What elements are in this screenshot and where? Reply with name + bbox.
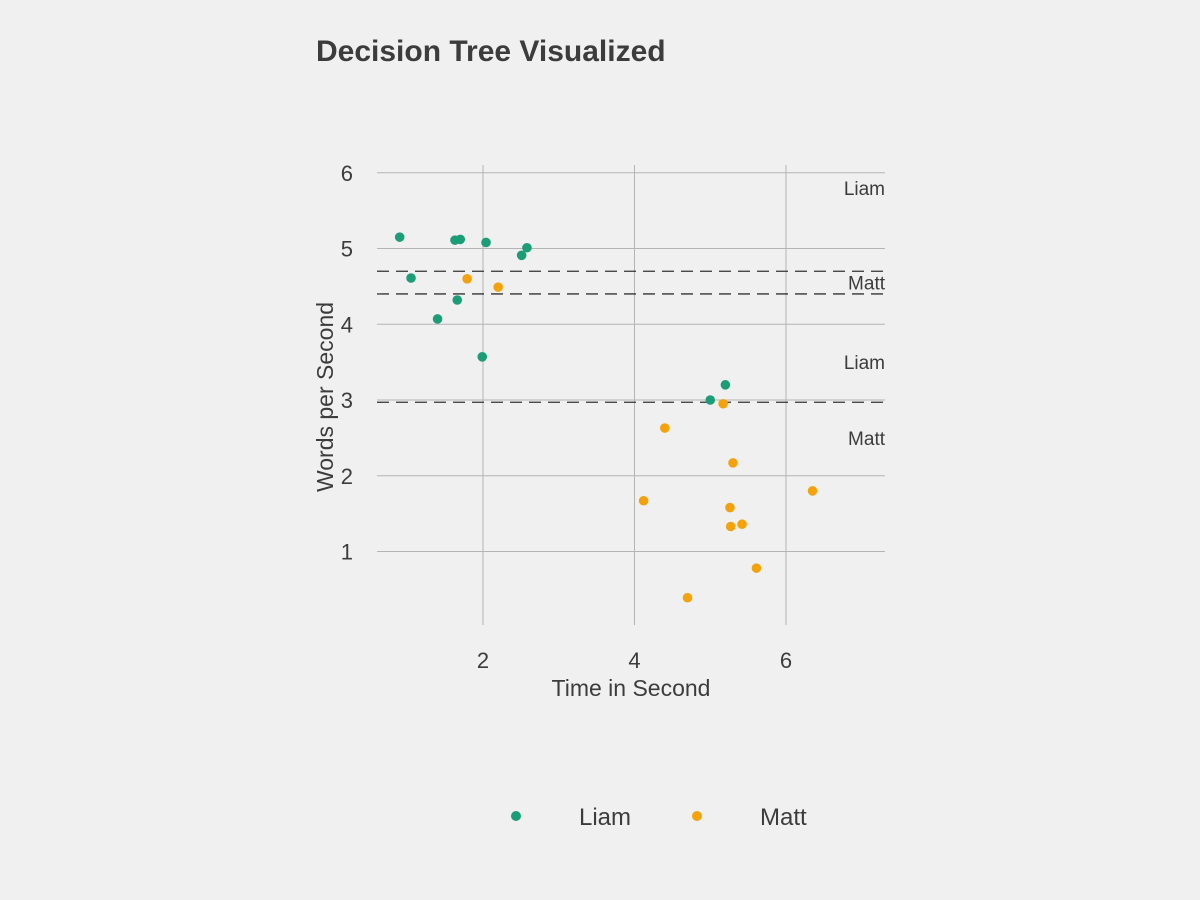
- region-label: Matt: [848, 429, 886, 450]
- data-point-liam: [455, 234, 466, 245]
- y-tick-label: 2: [341, 464, 353, 489]
- data-point-matt: [725, 502, 735, 513]
- y-axis-label: Words per Second: [312, 302, 338, 492]
- data-point-matt: [682, 592, 693, 603]
- legend-label-matt: Matt: [760, 804, 807, 831]
- region-label: Liam: [844, 353, 885, 374]
- data-point-liam: [452, 295, 463, 305]
- region-label: Matt: [848, 274, 886, 295]
- data-point-matt: [493, 282, 503, 292]
- y-tick-label: 5: [341, 237, 353, 262]
- data-point-matt: [751, 563, 762, 573]
- data-point-liam: [406, 273, 416, 283]
- x-tick-label: 6: [780, 648, 792, 673]
- data-point-liam: [720, 380, 731, 390]
- y-tick-label: 4: [341, 312, 353, 337]
- data-point-liam: [522, 242, 532, 253]
- y-tick-label: 3: [341, 388, 353, 413]
- data-point-matt: [725, 521, 736, 532]
- data-point-liam: [477, 352, 488, 362]
- x-tick-label: 2: [477, 648, 489, 673]
- legend-label-liam: Liam: [579, 804, 631, 831]
- decision-split-lines: [377, 270, 885, 403]
- chart-title: Decision Tree Visualized: [316, 35, 666, 68]
- data-point-liam: [705, 395, 716, 405]
- data-point-liam: [394, 232, 405, 242]
- data-point-matt: [462, 274, 472, 284]
- data-point-matt: [737, 519, 747, 530]
- data-points: [394, 232, 818, 603]
- data-point-matt: [638, 495, 649, 506]
- x-tick-label: 4: [628, 648, 640, 673]
- data-point-matt: [728, 458, 738, 468]
- data-point-liam: [516, 250, 527, 261]
- data-point-matt: [718, 398, 728, 409]
- data-point-matt: [660, 423, 670, 433]
- tick-labels: 2 4 6 1 2 3 4 5 6: [341, 161, 792, 673]
- y-tick-label: 6: [341, 161, 353, 186]
- x-axis-label: Time in Second: [552, 675, 711, 701]
- y-tick-label: 1: [341, 540, 353, 565]
- region-labels: Liam Matt Liam Matt: [844, 179, 886, 450]
- data-point-liam: [432, 314, 443, 324]
- legend-marker-matt: [692, 811, 702, 821]
- data-point-liam: [481, 237, 491, 248]
- legend-marker-liam: [511, 811, 521, 821]
- grid: [377, 165, 885, 625]
- legend: Liam Matt: [511, 804, 807, 831]
- data-point-matt: [807, 486, 818, 496]
- region-label: Liam: [844, 179, 885, 200]
